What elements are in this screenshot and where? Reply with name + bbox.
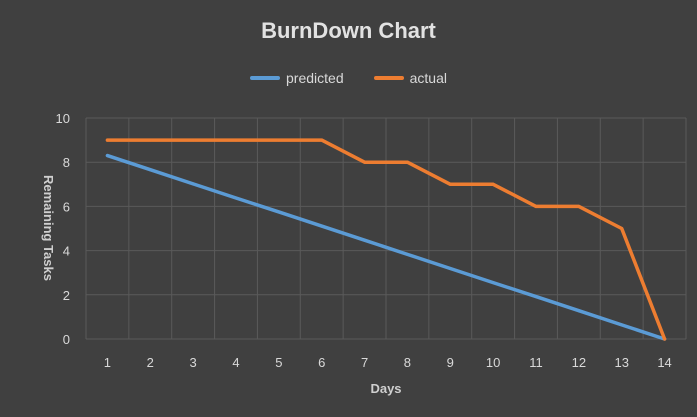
y-axis-title: Remaining Tasks [41, 175, 56, 281]
series-line-actual [105, 138, 667, 341]
gridlines [85, 117, 687, 340]
x-tick-label: 13 [614, 355, 628, 370]
data-point-actual [448, 182, 452, 186]
x-tick-label: 7 [361, 355, 368, 370]
data-point-actual [663, 337, 667, 341]
x-tick-label: 10 [486, 355, 500, 370]
x-tick-label: 2 [147, 355, 154, 370]
data-point-predicted [491, 281, 495, 285]
x-tick-label: 6 [318, 355, 325, 370]
data-point-predicted [105, 154, 109, 158]
data-point-actual [405, 160, 409, 164]
data-point-predicted [405, 252, 409, 256]
y-tick-label: 4 [63, 244, 70, 259]
x-tick-label: 14 [657, 355, 671, 370]
data-point-actual [234, 138, 238, 142]
data-point-actual [277, 138, 281, 142]
data-point-predicted [620, 323, 624, 327]
x-tick-label: 3 [190, 355, 197, 370]
data-point-actual [534, 204, 538, 208]
data-point-actual [577, 204, 581, 208]
x-tick-label: 11 [529, 355, 543, 370]
data-point-actual [320, 138, 324, 142]
x-tick-label: 1 [104, 355, 111, 370]
legend-label-actual: actual [409, 70, 447, 86]
y-tick-label: 8 [63, 155, 70, 170]
chart-title: BurnDown Chart [261, 18, 436, 43]
data-point-predicted [363, 238, 367, 242]
data-point-predicted [277, 210, 281, 214]
x-tick-label: 4 [232, 355, 239, 370]
data-point-predicted [577, 309, 581, 313]
data-point-actual [491, 182, 495, 186]
y-tick-label: 6 [63, 199, 70, 214]
x-tick-label: 5 [275, 355, 282, 370]
y-tick-label: 10 [56, 111, 70, 126]
x-tick-label: 12 [572, 355, 586, 370]
legend-item-actual: actual [373, 70, 447, 86]
data-point-actual [148, 138, 152, 142]
data-point-predicted [191, 182, 195, 186]
data-point-actual [363, 160, 367, 164]
legend-swatch-actual [373, 76, 404, 80]
series-lines [105, 138, 667, 341]
series-line-predicted [105, 153, 667, 341]
y-tick-labels: 0 2 4 6 8 10 [56, 111, 70, 347]
data-point-actual [620, 227, 624, 230]
data-point-actual [191, 138, 195, 142]
data-point-predicted [148, 168, 152, 172]
data-point-actual [105, 138, 109, 142]
data-point-predicted [234, 196, 238, 200]
data-point-predicted [448, 267, 452, 271]
y-tick-label: 2 [63, 288, 70, 303]
legend-swatch-predicted [250, 76, 281, 80]
data-point-predicted [320, 224, 324, 228]
x-tick-label: 8 [404, 355, 411, 370]
legend-item-predicted: predicted [250, 70, 344, 86]
x-tick-labels: 1 2 3 4 5 6 7 8 9 10 11 12 13 14 [104, 355, 672, 370]
data-point-predicted [534, 295, 538, 299]
legend: predicted actual [0, 70, 697, 86]
x-axis-title: Days [370, 381, 401, 396]
x-tick-label: 9 [447, 355, 454, 370]
legend-label-predicted: predicted [286, 70, 344, 86]
y-tick-label: 0 [63, 332, 70, 347]
